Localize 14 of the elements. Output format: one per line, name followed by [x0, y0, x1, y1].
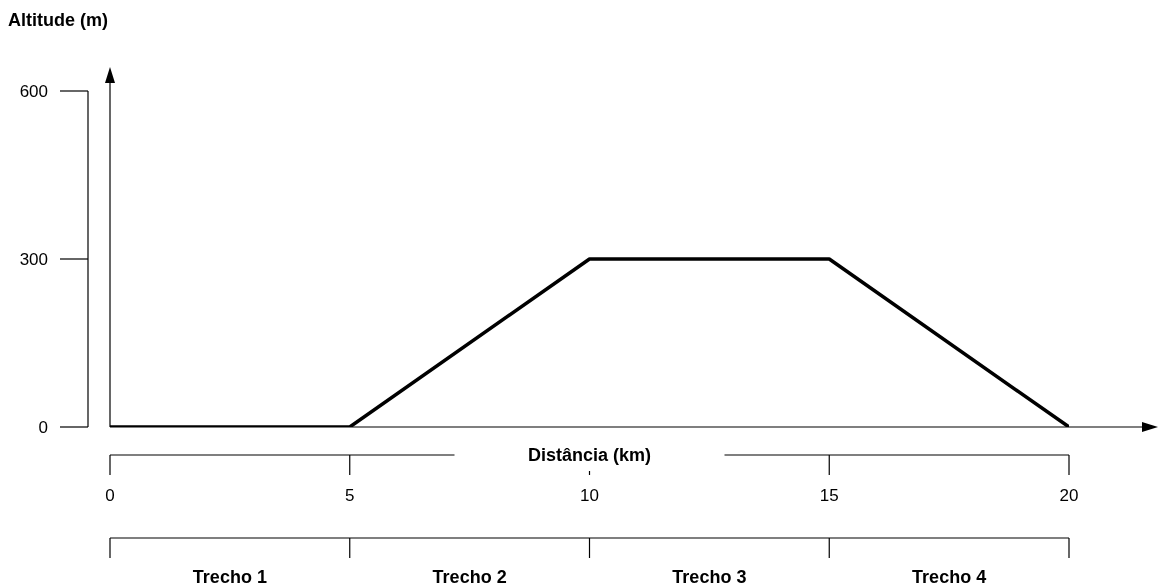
text: Trecho 3 [672, 567, 747, 587]
text: Trecho 4 [912, 567, 987, 587]
text: Trecho 1 [192, 567, 267, 587]
x-tick-label: 5 [345, 486, 355, 505]
y-tick-label: 300 [19, 250, 48, 269]
x-tick-label: 10 [580, 486, 599, 505]
text: Trecho 2 [432, 567, 507, 587]
y-tick-label: 0 [38, 418, 48, 437]
x-tick-label: 20 [1059, 486, 1079, 505]
x-tick-label: 0 [105, 486, 115, 505]
y-tick-label: 600 [19, 82, 48, 101]
x-axis-title: Distância (km) [527, 445, 652, 465]
x-tick-label: 15 [819, 486, 839, 505]
y-axis-title: Altitude (m) [8, 10, 108, 30]
